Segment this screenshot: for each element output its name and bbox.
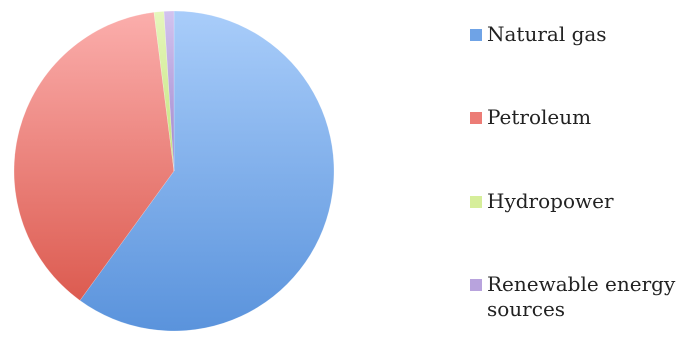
legend-item-renewable-energy-sources: Renewable energy sources: [470, 272, 692, 322]
legend-swatch-hydropower: [470, 196, 482, 208]
pie-slice-hydropower: [153, 11, 175, 172]
pie-slices: [13, 10, 335, 332]
pie-slice-renewable-energy-sources: [163, 10, 175, 172]
pie-slice-natural-gas: [79, 10, 335, 332]
legend-swatch-renewable-energy-sources: [470, 279, 482, 291]
legend-item-hydropower: Hydropower: [470, 189, 692, 214]
legend-item-natural-gas: Natural gas: [470, 22, 692, 47]
legend-label-petroleum: Petroleum: [487, 105, 592, 129]
legend-swatch-petroleum: [470, 112, 482, 124]
legend-label-hydropower: Hydropower: [487, 189, 614, 213]
legend-label-natural-gas: Natural gas: [487, 22, 607, 46]
legend-label-renewable-energy-sources: Renewable energy sources: [487, 272, 676, 321]
legend-item-petroleum: Petroleum: [470, 105, 692, 130]
pie-slice-petroleum: [13, 11, 175, 301]
legend-swatch-natural-gas: [470, 29, 482, 41]
